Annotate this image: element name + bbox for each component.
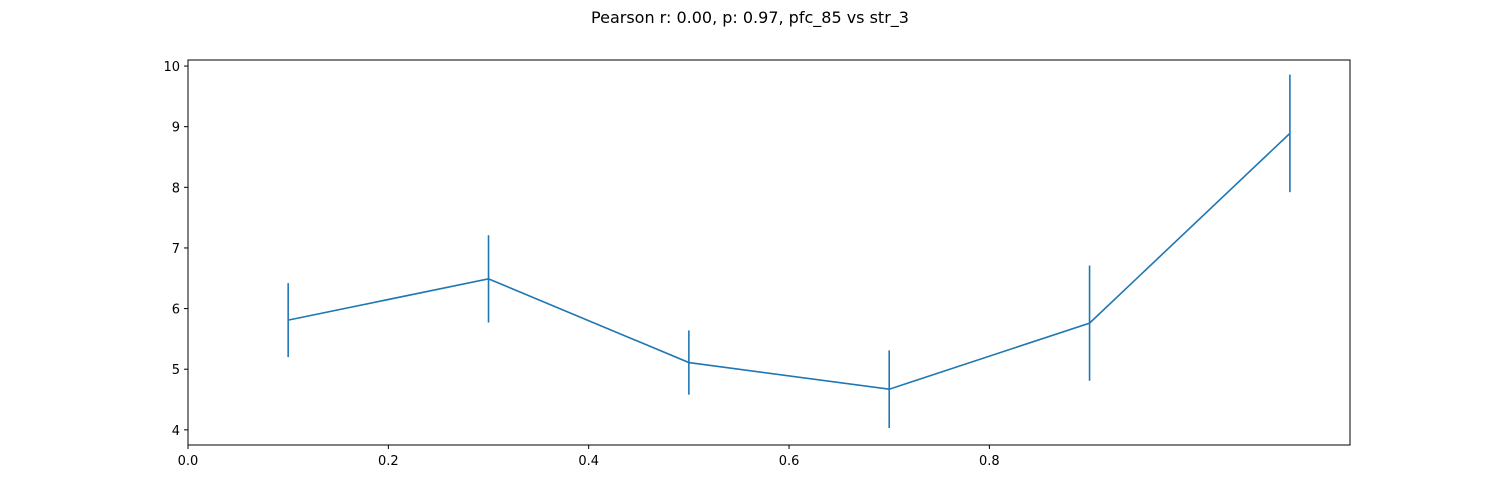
x-tick-label: 0.4 xyxy=(578,454,599,469)
x-tick-label: 0.8 xyxy=(979,454,1000,469)
y-tick-label: 8 xyxy=(172,181,180,196)
series-line xyxy=(288,132,1291,391)
y-tick-label: 9 xyxy=(172,121,180,136)
plot-area: 0.0 0.2 0.4 0.6 0.8 4 5 6 7 8 9 10 xyxy=(163,59,1351,469)
x-tick-label: 0.6 xyxy=(779,454,800,469)
x-tick-label: 0.0 xyxy=(178,454,199,469)
x-tick-label: 0.2 xyxy=(378,454,399,469)
y-tick-label: 5 xyxy=(172,363,180,378)
chart-title: Pearson r: 0.00, p: 0.97, pfc_85 vs str_… xyxy=(591,8,909,28)
plot-frame xyxy=(187,59,1351,446)
y-tick-label: 4 xyxy=(172,424,180,439)
y-tick-label: 7 xyxy=(172,242,180,257)
y-tick-label: 6 xyxy=(172,303,180,318)
y-tick-label: 10 xyxy=(163,60,180,75)
